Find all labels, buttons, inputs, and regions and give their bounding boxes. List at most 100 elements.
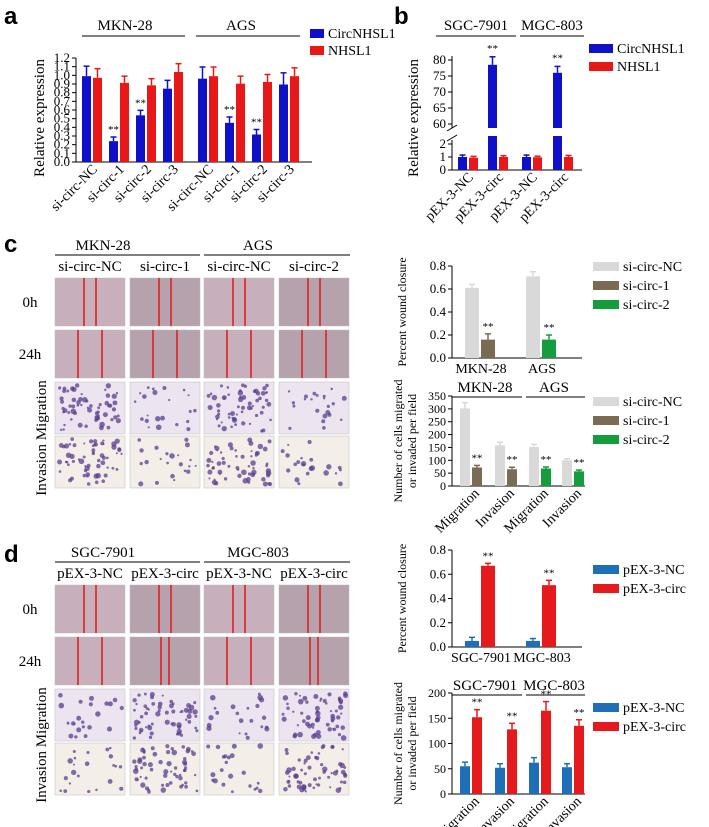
grid-c-cell-dot: [322, 426, 326, 430]
grid-d-cell-dot: [257, 743, 264, 749]
grid-c-cell-dot: [226, 386, 230, 389]
a-y-tick-label: 0.3: [54, 128, 70, 143]
grid-d-cell-dot: [287, 779, 290, 782]
a-y-tick-label: 0.6: [54, 102, 71, 117]
a-y-tick-label: 0.5: [54, 111, 70, 126]
grid-d-cell-dot: [88, 695, 94, 701]
grid-d-cell-dot: [310, 751, 314, 754]
grid-d-cell-dot: [206, 744, 211, 749]
grid-c-cell-dot: [243, 384, 247, 388]
grid-d-cell-dot: [246, 706, 250, 710]
grid-d-cell-dot: [181, 745, 186, 749]
d2-bar: [529, 762, 539, 794]
grid-c-cell-dot: [254, 413, 259, 418]
grid-d-cell-dot: [281, 716, 287, 722]
grid-c-cell-dot: [165, 452, 169, 456]
grid-d-cell-dot: [173, 772, 177, 777]
grid-c-cell-dot: [286, 468, 291, 473]
grid-d-cell-dot: [288, 775, 291, 778]
c2-y-tick-label: 300: [428, 402, 446, 416]
a-bar-circnhsl1: [279, 84, 288, 162]
panel-label-b: b: [394, 3, 409, 30]
grid-c-cell-dot: [110, 418, 114, 422]
d2-group-label: MGC-803: [523, 678, 585, 694]
grid-c-cell-dot: [227, 442, 233, 448]
grid-d-cell-dot: [224, 760, 228, 765]
grid-d-cell-dot: [311, 726, 315, 729]
grid-c-cell-dot: [216, 461, 222, 466]
c1-category-label: AGS: [528, 362, 556, 377]
grid-c-cell-dot: [219, 451, 223, 454]
c1-legend-swatch: [593, 300, 619, 309]
grid-d-cell-dot: [140, 782, 146, 788]
grid-d-cell-dot: [150, 722, 154, 726]
grid-d-cell-dot: [297, 731, 303, 738]
grid-c-micrograph: [278, 435, 350, 489]
grid-c-cell-dot: [230, 411, 235, 416]
grid-c-cell-dot: [341, 395, 347, 401]
d1-legend-label: pEX-3-circ: [623, 582, 686, 597]
b-bar-nhsl1: [564, 157, 573, 170]
grid-c-cell-dot: [184, 442, 190, 448]
grid-d-cell-dot: [343, 773, 348, 778]
grid-d-cell-dot: [340, 735, 347, 741]
grid-d-cell-dot: [314, 705, 320, 711]
c2-legend-label: si-circ-2: [623, 433, 670, 448]
grid-c-cell-dot: [184, 437, 189, 442]
grid-d-cell-dot: [143, 704, 148, 709]
d1-bar: [542, 585, 556, 647]
grid-c-micrograph: [54, 329, 126, 379]
d2-bar: [541, 710, 551, 794]
grid-c-cell-dot: [287, 390, 291, 393]
grid-d-cell-dot: [193, 701, 197, 705]
grid-c-cell-dot: [221, 456, 225, 461]
c2-y-tick-label: 150: [428, 440, 446, 454]
grid-c-cell-dot: [250, 455, 253, 458]
grid-c-cell-dot: [116, 414, 120, 418]
grid-d-cell-dot: [244, 732, 248, 736]
grid-d-cell-dot: [149, 767, 154, 772]
grid-c-cell-dot: [246, 405, 252, 411]
grid-d-cell-dot: [155, 711, 161, 717]
grid-d-cell-dot: [165, 783, 170, 788]
grid-c-cell-dot: [103, 473, 108, 478]
grid-c-cell-dot: [76, 400, 81, 405]
grid-c-cell-dot: [72, 443, 77, 448]
grid-c-cell-dot: [206, 394, 211, 398]
grid-d-cell-dot: [71, 769, 77, 776]
grid-c-cell-dot: [155, 424, 162, 431]
d2-y-tick-label: 0: [440, 787, 446, 801]
grid-d-cell-dot: [107, 701, 113, 707]
a-bar-circnhsl1: [82, 76, 91, 162]
grid-c-cell-dot: [235, 455, 238, 458]
d1-category-label: MGC-803: [513, 651, 571, 666]
grid-d-cell-dot: [316, 733, 322, 739]
grid-d-cell-dot: [310, 722, 315, 727]
grid-d-group-label: SGC-7901: [71, 545, 135, 561]
grid-c-cell-dot: [140, 417, 144, 421]
panel-label-c: c: [4, 231, 17, 258]
grid-d-cell-dot: [151, 702, 156, 706]
grid-c-cell-dot: [260, 390, 266, 396]
grid-d-cell-dot: [248, 784, 252, 788]
grid-c-cell-dot: [96, 458, 101, 463]
b-bar-nhsl1: [533, 157, 542, 170]
c2-y-tick-label: 0: [440, 479, 446, 493]
grid-d-cell-dot: [264, 725, 269, 730]
grid-d-cell-dot: [329, 710, 333, 713]
grid-c-cell-dot: [105, 393, 111, 398]
grid-d-cell-dot: [255, 703, 260, 709]
b-legend-label: CircNHSL1: [617, 42, 685, 57]
grid-d-cell-dot: [184, 718, 188, 722]
grid-c-cell-dot: [315, 408, 320, 413]
grid-c-cell-dot: [146, 386, 150, 390]
b-tick-label: 0: [440, 162, 447, 177]
grid-d-column-label: pEX-3-NC: [57, 566, 123, 582]
grid-c-cell-dot: [87, 407, 93, 413]
d2-legend-label: pEX-3-NC: [623, 701, 684, 716]
grid-c-cell-dot: [70, 437, 75, 442]
significance-mark: **: [507, 710, 518, 722]
grid-c-cell-dot: [297, 482, 301, 486]
grid-c-cell-dot: [175, 422, 179, 427]
